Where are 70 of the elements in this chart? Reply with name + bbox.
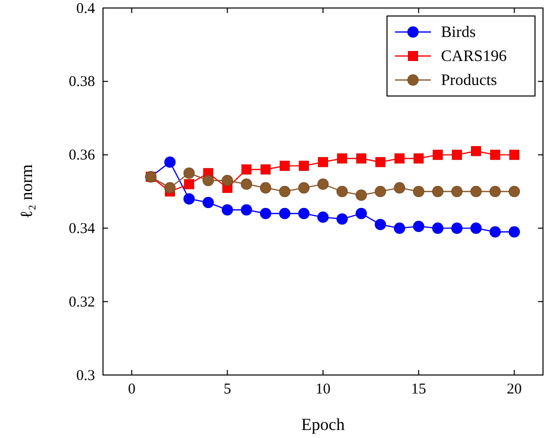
y-axis-title: ℓ₂ norm bbox=[17, 164, 36, 219]
point bbox=[432, 186, 444, 198]
point bbox=[280, 160, 290, 171]
point bbox=[336, 213, 348, 225]
x-tick-label: 5 bbox=[224, 382, 232, 398]
point bbox=[490, 186, 501, 198]
point bbox=[184, 179, 194, 190]
point bbox=[317, 212, 329, 223]
point bbox=[240, 204, 252, 216]
point bbox=[317, 178, 329, 190]
point bbox=[509, 150, 520, 160]
point bbox=[260, 208, 272, 220]
point bbox=[260, 164, 271, 175]
point bbox=[490, 226, 501, 238]
y-tick-label: 0.3 bbox=[76, 368, 95, 384]
point bbox=[241, 164, 252, 175]
x-tick-label: 0 bbox=[128, 382, 136, 398]
point bbox=[336, 186, 348, 198]
point bbox=[394, 222, 406, 234]
point bbox=[414, 153, 424, 164]
point bbox=[413, 186, 424, 198]
point bbox=[490, 150, 500, 160]
point bbox=[183, 193, 195, 204]
point bbox=[471, 146, 482, 156]
legend-label: Birds bbox=[441, 24, 476, 41]
point bbox=[202, 174, 214, 186]
x-tick-label: 20 bbox=[506, 382, 522, 398]
point bbox=[375, 157, 386, 168]
point bbox=[337, 153, 348, 164]
x-tick-label: 15 bbox=[411, 382, 426, 398]
point bbox=[318, 157, 328, 168]
legend-label: CARS196 bbox=[441, 48, 507, 65]
point bbox=[356, 208, 367, 220]
point bbox=[260, 182, 272, 194]
legend-label: Products bbox=[441, 72, 497, 89]
x-axis-title: Epoch bbox=[301, 415, 346, 434]
point bbox=[298, 160, 309, 171]
y-tick-label: 0.4 bbox=[76, 0, 96, 17]
point bbox=[508, 226, 520, 238]
point bbox=[183, 168, 195, 179]
y-tick-label: 0.36 bbox=[68, 148, 96, 164]
point bbox=[432, 222, 444, 234]
x-tick-label: 10 bbox=[316, 382, 330, 398]
point bbox=[374, 186, 386, 198]
point bbox=[298, 182, 310, 194]
point bbox=[240, 178, 252, 190]
point bbox=[298, 208, 310, 220]
point bbox=[470, 186, 482, 198]
y-tick-label: 0.34 bbox=[68, 221, 96, 237]
point bbox=[451, 222, 463, 234]
point bbox=[279, 208, 290, 220]
point bbox=[451, 186, 463, 198]
point bbox=[222, 174, 233, 186]
point bbox=[452, 150, 462, 160]
point bbox=[164, 182, 176, 194]
y-tick-label: 0.38 bbox=[68, 74, 95, 90]
point bbox=[356, 153, 366, 164]
point bbox=[470, 222, 482, 234]
y-tick-label: 0.32 bbox=[68, 294, 95, 310]
point bbox=[374, 218, 386, 230]
point bbox=[279, 186, 290, 198]
point bbox=[508, 186, 520, 198]
point bbox=[432, 150, 443, 160]
point bbox=[394, 182, 406, 194]
point bbox=[394, 153, 405, 164]
point bbox=[222, 204, 233, 216]
point bbox=[356, 190, 367, 201]
point bbox=[164, 156, 176, 168]
point bbox=[413, 220, 424, 232]
point bbox=[202, 196, 214, 208]
